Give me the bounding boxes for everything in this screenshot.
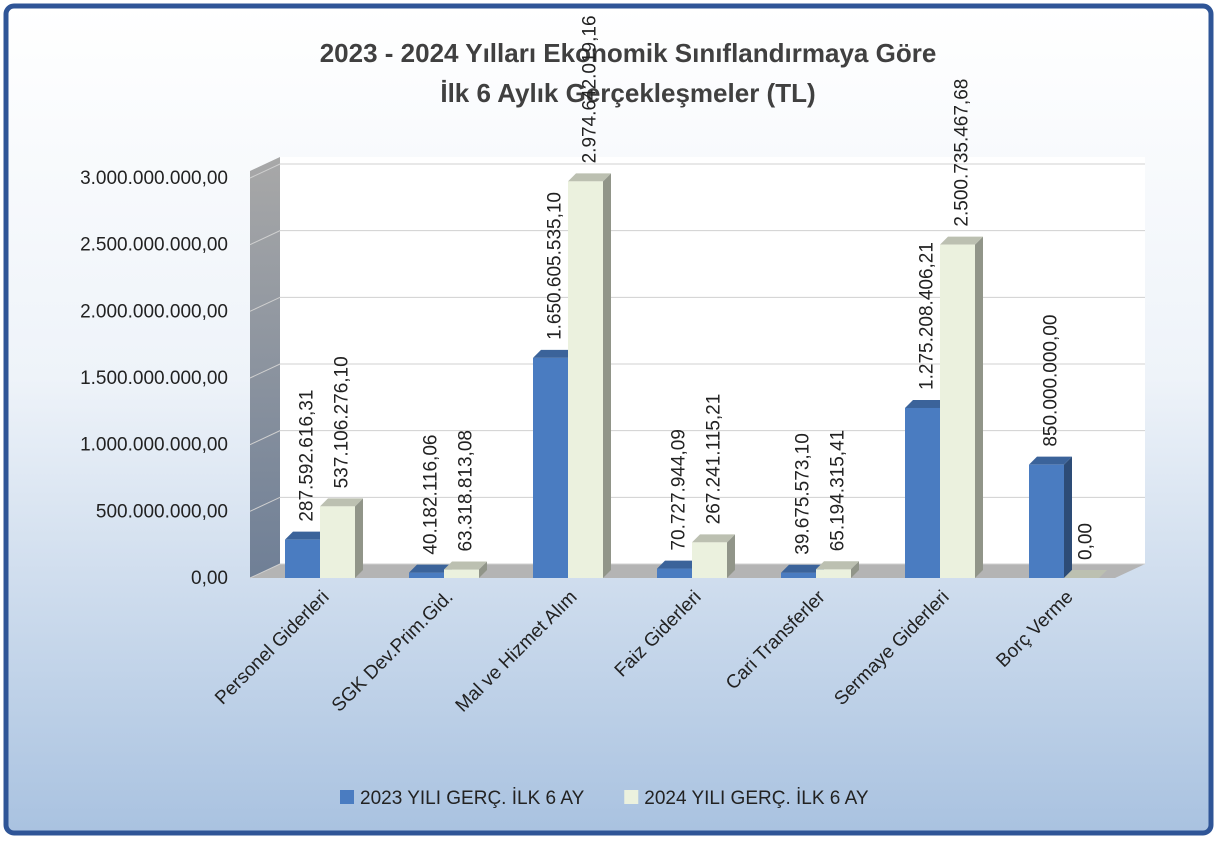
bar-face: [1029, 456, 1072, 465]
bar-face: [1064, 456, 1072, 578]
y-tick-label: 500.000.000,00: [96, 501, 228, 522]
value-label: 2.500.735.467,68: [952, 79, 973, 227]
bar-face: [1029, 464, 1064, 578]
value-label: 70.727.944,09: [669, 429, 690, 551]
grid-line: [249, 230, 1145, 246]
legend-swatch: [340, 790, 354, 804]
bar-face: [285, 531, 328, 540]
legend-swatch: [624, 790, 639, 804]
y-tick-label: 3.000.000.000,00: [80, 168, 228, 189]
value-label: 0,00: [1076, 523, 1097, 560]
value-label: 287.592.616,31: [297, 390, 318, 522]
y-tick-label: 1.500.000.000,00: [80, 368, 228, 389]
bar-face: [816, 561, 859, 570]
bar-face: [409, 564, 452, 573]
bar-face: [781, 564, 824, 573]
bar-face: [285, 539, 320, 578]
bar: [1029, 456, 1072, 578]
bar: [940, 236, 983, 578]
bar-face: [657, 560, 700, 569]
value-label: 65.194.315,41: [828, 430, 849, 552]
value-label: 1.650.605.535,10: [545, 192, 566, 340]
bar-face: [692, 542, 727, 578]
value-label: 39.675.573,10: [793, 433, 814, 555]
bar-face: [940, 244, 975, 578]
chart-title: İlk 6 Aylık Gerçekleşmeler (TL): [440, 78, 815, 108]
value-label: 40.182.116,06: [421, 435, 442, 555]
bar: [692, 534, 735, 578]
grid-line: [249, 363, 1145, 379]
y-tick-label: 1.000.000.000,00: [80, 435, 228, 456]
bar-face: [657, 568, 692, 578]
bar-face: [940, 236, 983, 245]
bar: [320, 498, 363, 578]
bar-face: [533, 357, 568, 578]
bar-face: [727, 534, 735, 578]
value-label: 1.275.208.406,21: [917, 242, 938, 390]
grid-line: [249, 496, 1145, 512]
bar-face: [905, 407, 940, 578]
y-tick-label: 0,00: [191, 568, 228, 589]
y-tick-label: 2.500.000.000,00: [80, 235, 228, 256]
bar-face: [692, 534, 735, 543]
value-label: 2.974.642.019,16: [580, 15, 601, 163]
chart-title: 2023 - 2024 Yılları Ekonomik Sınıflandır…: [320, 38, 937, 68]
bar-face: [533, 349, 576, 358]
bar-face: [816, 569, 851, 578]
bar-face: [355, 498, 363, 578]
bar-face: [851, 561, 859, 578]
grid-line: [249, 430, 1145, 446]
bar-face: [603, 173, 611, 579]
value-label: 537.106.276,10: [332, 356, 353, 488]
bar: [568, 173, 611, 579]
bar-face: [320, 506, 355, 578]
bar-face: [444, 569, 479, 578]
bar-face: [975, 236, 983, 578]
legend-label: 2023 YILI GERÇ. İLK 6 AY: [360, 788, 585, 809]
bar: [444, 561, 487, 578]
bar-face: [1064, 570, 1107, 578]
bar: [816, 561, 859, 578]
bar-face: [444, 561, 487, 570]
grid-line: [249, 296, 1145, 312]
legend-label: 2024 YILI GERÇ. İLK 6 AY: [644, 788, 869, 809]
value-label: 63.318.813,08: [456, 430, 477, 552]
y-tick-label: 2.000.000.000,00: [80, 301, 228, 322]
bar-face: [905, 399, 948, 408]
bar: [1064, 570, 1107, 578]
grid-line: [249, 163, 1145, 179]
bar-face: [479, 561, 487, 578]
back-wall: [280, 157, 1145, 564]
side-wall: [250, 157, 280, 578]
bar-face: [409, 572, 444, 578]
value-label: 267.241.115,21: [704, 394, 725, 525]
bar: [905, 399, 948, 578]
bar-face: [320, 498, 363, 507]
value-label: 850.000.000,00: [1041, 315, 1062, 447]
bar-face: [781, 572, 816, 578]
bar-face: [568, 173, 611, 182]
bar-face: [568, 181, 603, 579]
